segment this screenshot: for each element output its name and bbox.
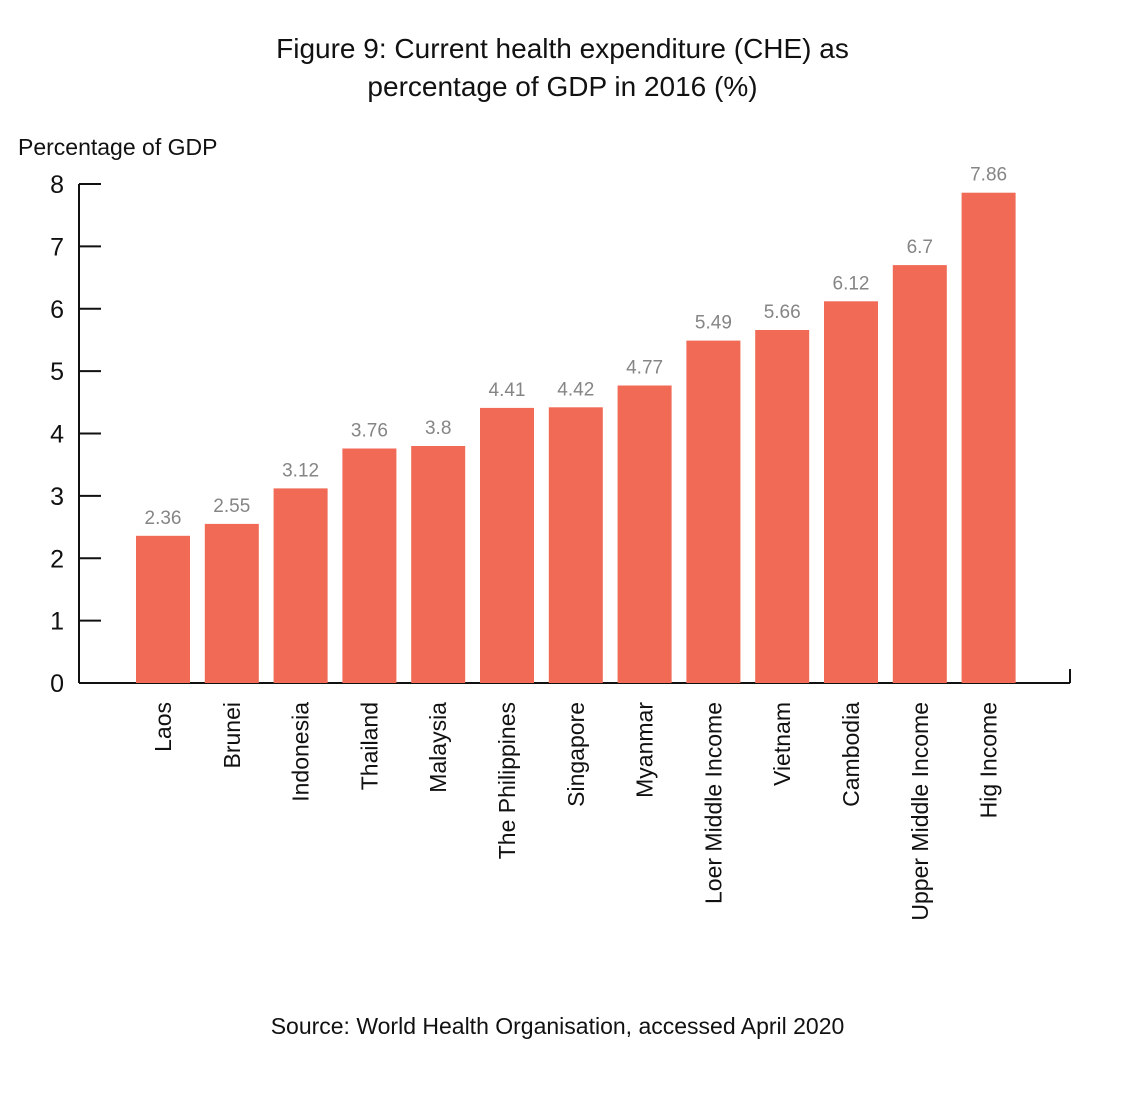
bar: [548, 407, 603, 683]
bar: [617, 385, 672, 683]
data-label: 4.77: [626, 358, 663, 379]
y-tick-label: 6: [50, 296, 64, 324]
x-tick-label: Vietnam: [769, 702, 795, 786]
data-label: 2.55: [213, 496, 250, 517]
y-axis-label: Percentage of GDP: [18, 134, 217, 160]
chart-title-line-1: Figure 9: Current health expenditure (CH…: [276, 33, 849, 64]
y-axis: 0 1 2 3 4 5 6 7 8: [50, 171, 101, 698]
chart-title-line-2: percentage of GDP in 2016 (%): [367, 71, 758, 102]
x-tick-label: Thailand: [356, 702, 382, 790]
bar: [411, 446, 466, 683]
x-tick-label: Myanmar: [632, 702, 658, 798]
data-label: 5.49: [695, 313, 732, 334]
x-tick-label: The Philippines: [494, 702, 520, 859]
x-tick-label: Indonesia: [288, 702, 314, 802]
bar: [755, 330, 810, 683]
bar: [892, 265, 947, 683]
y-tick-label: 5: [50, 358, 64, 386]
x-tick-label: Malaysia: [425, 702, 451, 793]
bar: [342, 448, 397, 683]
bar: [824, 301, 878, 683]
data-label: 6.12: [833, 273, 870, 294]
chart-title: Figure 9: Current health expenditure (CH…: [0, 30, 1125, 106]
x-tick-label: Brunei: [219, 702, 245, 768]
bar: [204, 523, 259, 683]
data-label: 3.76: [351, 421, 388, 442]
x-tick-labels: Laos Brunei Indonesia Thailand Malaysia The P…: [150, 702, 1002, 921]
y-tick-label: 8: [50, 171, 64, 199]
bar: [480, 407, 534, 683]
data-label: 2.36: [145, 508, 182, 529]
bar: [273, 488, 328, 683]
y-tick-label: 3: [50, 483, 64, 511]
y-tick-label: 0: [50, 670, 64, 698]
x-tick-label: Laos: [150, 702, 176, 752]
data-label: 5.66: [764, 302, 801, 323]
y-tick-label: 1: [50, 608, 64, 636]
bar: [136, 535, 190, 683]
data-label: 3.8: [425, 418, 451, 439]
bars: [136, 192, 1016, 683]
data-labels: 2.36 2.55 3.12 3.76 3.8 4.41 4.42 4.77 5.49 5.66 6…: [145, 165, 1008, 529]
data-label: 3.12: [282, 460, 319, 481]
data-label: 7.86: [970, 165, 1007, 186]
x-tick-label: Cambodia: [838, 702, 864, 807]
x-tick-label: Upper Middle Income: [907, 702, 933, 921]
data-label: 4.42: [557, 379, 594, 400]
y-tick-label: 7: [50, 233, 64, 261]
x-tick-label: Loer Middle Income: [700, 702, 726, 904]
y-tick-label: 2: [50, 545, 64, 573]
y-tick-label: 4: [50, 421, 64, 449]
bar: [961, 192, 1016, 683]
data-label: 4.41: [489, 380, 526, 401]
x-tick-label: Singapore: [563, 702, 589, 807]
source-note: Source: World Health Organisation, acces…: [270, 1013, 845, 1039]
bar: [686, 340, 741, 683]
data-label: 6.7: [907, 237, 933, 258]
x-tick-label: Hig Income: [976, 702, 1002, 818]
